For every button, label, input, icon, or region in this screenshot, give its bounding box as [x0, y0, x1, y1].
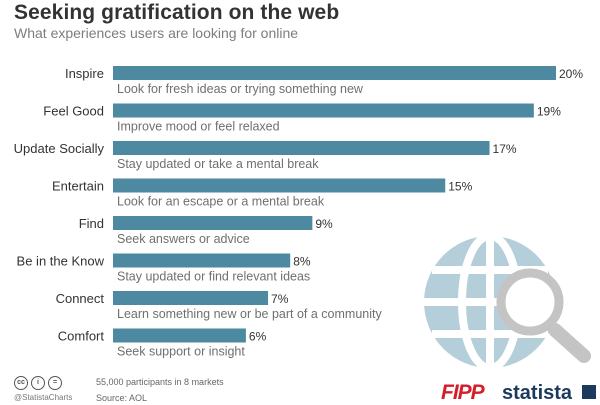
bar — [113, 66, 556, 80]
nd-icon: = — [48, 376, 62, 390]
bar — [113, 216, 313, 230]
chart-subtitle: What experiences users are looking for o… — [14, 25, 299, 41]
value-label: 7% — [271, 292, 289, 306]
cc-icon: cc — [14, 376, 28, 390]
statista-handle: @StatistaCharts — [14, 393, 73, 402]
footer: cc i = @StatistaCharts 55,000 participants… — [0, 372, 600, 404]
bar-description: Look for fresh ideas or trying something… — [117, 82, 364, 96]
bar — [113, 178, 446, 193]
magnifier-handle — [548, 323, 591, 363]
value-label: 20% — [559, 67, 583, 81]
creative-commons-icons: cc i = — [14, 376, 65, 394]
category-label: Connect — [56, 291, 105, 306]
chart-title: Seeking gratification on the web — [14, 1, 340, 24]
value-label: 17% — [493, 142, 517, 156]
source-note: Source: AOL — [96, 393, 148, 403]
value-label: 15% — [448, 180, 472, 194]
bar-description: Seek answers or advice — [117, 232, 250, 246]
bar-description: Stay updated or take a mental break — [117, 157, 319, 171]
statista-logo-mark — [582, 385, 596, 399]
globe-with-magnifier-icon — [424, 232, 591, 372]
bar-description: Learn something new or be part of a comm… — [117, 307, 382, 321]
bar — [113, 328, 246, 343]
category-label: Be in the Know — [17, 254, 105, 269]
category-label: Update Socially — [14, 141, 105, 156]
category-label: Inspire — [65, 66, 104, 81]
statista-logo[interactable]: statista — [502, 382, 573, 404]
category-label: Comfort — [58, 329, 105, 344]
category-label: Find — [79, 216, 104, 231]
magnifier-icon — [496, 268, 564, 336]
fipp-logo[interactable]: FIPP — [441, 381, 485, 404]
bar — [113, 103, 534, 118]
category-label: Entertain — [52, 179, 104, 194]
bar-description: Seek support or insight — [117, 345, 245, 359]
bar — [113, 291, 269, 305]
category-label: Feel Good — [43, 104, 104, 119]
value-label: 9% — [315, 217, 333, 231]
bar-description: Look for an escape or a mental break — [117, 195, 325, 209]
bar — [113, 141, 490, 155]
bar-description: Stay updated or find relevant ideas — [117, 270, 310, 284]
value-label: 8% — [293, 255, 311, 269]
value-label: 19% — [537, 105, 561, 119]
footnote: 55,000 participants in 8 markets — [96, 377, 224, 387]
value-label: 6% — [249, 330, 267, 344]
by-icon: i — [31, 376, 45, 390]
bar-chart: Inspire 20% Look for fresh ideas or trying… — [13, 66, 591, 372]
bar — [113, 253, 291, 268]
bar-description: Improve mood or feel relaxed — [117, 120, 280, 134]
